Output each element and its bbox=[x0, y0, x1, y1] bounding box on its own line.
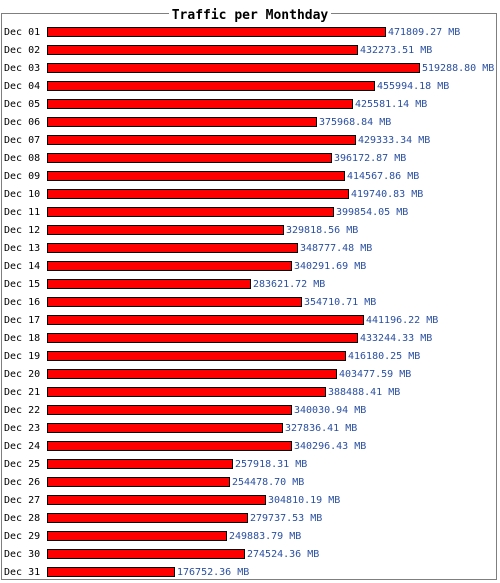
bar bbox=[47, 333, 358, 343]
bar bbox=[47, 513, 248, 523]
bar bbox=[47, 549, 245, 559]
value-label: 348777.48 MB bbox=[300, 243, 372, 254]
category-label: Dec 25 bbox=[4, 459, 40, 470]
value-label: 425581.14 MB bbox=[355, 99, 427, 110]
category-label: Dec 31 bbox=[4, 567, 40, 578]
bar bbox=[47, 369, 337, 379]
category-label: Dec 01 bbox=[4, 27, 40, 38]
bar bbox=[47, 63, 420, 73]
category-label: Dec 07 bbox=[4, 135, 40, 146]
bar bbox=[47, 477, 230, 487]
category-label: Dec 03 bbox=[4, 63, 40, 74]
category-label: Dec 26 bbox=[4, 477, 40, 488]
value-label: 441196.22 MB bbox=[366, 315, 438, 326]
bar bbox=[47, 81, 375, 91]
value-label: 340296.43 MB bbox=[294, 441, 366, 452]
category-label: Dec 05 bbox=[4, 99, 40, 110]
value-label: 354710.71 MB bbox=[304, 297, 376, 308]
category-label: Dec 13 bbox=[4, 243, 40, 254]
category-label: Dec 15 bbox=[4, 279, 40, 290]
category-label: Dec 14 bbox=[4, 261, 40, 272]
value-label: 429333.34 MB bbox=[358, 135, 430, 146]
value-label: 519288.80 MB bbox=[422, 63, 494, 74]
value-label: 329818.56 MB bbox=[286, 225, 358, 236]
value-label: 249883.79 MB bbox=[229, 531, 301, 542]
value-label: 340030.94 MB bbox=[294, 405, 366, 416]
bar bbox=[47, 315, 364, 325]
category-label: Dec 08 bbox=[4, 153, 40, 164]
bar bbox=[47, 153, 332, 163]
bar bbox=[47, 27, 386, 37]
bar bbox=[47, 243, 298, 253]
value-label: 274524.36 MB bbox=[247, 549, 319, 560]
value-label: 403477.59 MB bbox=[339, 369, 411, 380]
category-label: Dec 09 bbox=[4, 171, 40, 182]
category-label: Dec 23 bbox=[4, 423, 40, 434]
bar bbox=[47, 135, 356, 145]
value-label: 279737.53 MB bbox=[250, 513, 322, 524]
bar bbox=[47, 261, 292, 271]
category-label: Dec 06 bbox=[4, 117, 40, 128]
value-label: 304810.19 MB bbox=[268, 495, 340, 506]
category-label: Dec 27 bbox=[4, 495, 40, 506]
bar bbox=[47, 189, 349, 199]
category-label: Dec 24 bbox=[4, 441, 40, 452]
value-label: 419740.83 MB bbox=[351, 189, 423, 200]
value-label: 433244.33 MB bbox=[360, 333, 432, 344]
value-label: 455994.18 MB bbox=[377, 81, 449, 92]
value-label: 432273.51 MB bbox=[360, 45, 432, 56]
value-label: 471809.27 MB bbox=[388, 27, 460, 38]
value-label: 388488.41 MB bbox=[328, 387, 400, 398]
bar bbox=[47, 171, 345, 181]
category-label: Dec 16 bbox=[4, 297, 40, 308]
bar bbox=[47, 459, 233, 469]
category-label: Dec 10 bbox=[4, 189, 40, 200]
category-label: Dec 22 bbox=[4, 405, 40, 416]
bar bbox=[47, 297, 302, 307]
bar bbox=[47, 117, 317, 127]
category-label: Dec 17 bbox=[4, 315, 40, 326]
bar bbox=[47, 423, 283, 433]
bar bbox=[47, 387, 326, 397]
category-label: Dec 04 bbox=[4, 81, 40, 92]
bar bbox=[47, 441, 292, 451]
bar bbox=[47, 567, 175, 577]
value-label: 257918.31 MB bbox=[235, 459, 307, 470]
category-label: Dec 11 bbox=[4, 207, 40, 218]
category-label: Dec 18 bbox=[4, 333, 40, 344]
category-label: Dec 12 bbox=[4, 225, 40, 236]
value-label: 340291.69 MB bbox=[294, 261, 366, 272]
bar bbox=[47, 495, 266, 505]
value-label: 396172.87 MB bbox=[334, 153, 406, 164]
value-label: 176752.36 MB bbox=[177, 567, 249, 578]
bar bbox=[47, 279, 251, 289]
value-label: 327836.41 MB bbox=[285, 423, 357, 434]
category-label: Dec 30 bbox=[4, 549, 40, 560]
category-label: Dec 28 bbox=[4, 513, 40, 524]
bar bbox=[47, 99, 353, 109]
bar bbox=[47, 225, 284, 235]
value-label: 416180.25 MB bbox=[348, 351, 420, 362]
value-label: 414567.86 MB bbox=[347, 171, 419, 182]
category-label: Dec 21 bbox=[4, 387, 40, 398]
category-label: Dec 29 bbox=[4, 531, 40, 542]
bar bbox=[47, 351, 346, 361]
bar bbox=[47, 531, 227, 541]
category-label: Dec 20 bbox=[4, 369, 40, 380]
category-label: Dec 19 bbox=[4, 351, 40, 362]
value-label: 283621.72 MB bbox=[253, 279, 325, 290]
value-label: 399854.05 MB bbox=[336, 207, 408, 218]
bar bbox=[47, 45, 358, 55]
category-label: Dec 02 bbox=[4, 45, 40, 56]
value-label: 254478.70 MB bbox=[232, 477, 304, 488]
bar bbox=[47, 405, 292, 415]
bar bbox=[47, 207, 334, 217]
value-label: 375968.84 MB bbox=[319, 117, 391, 128]
